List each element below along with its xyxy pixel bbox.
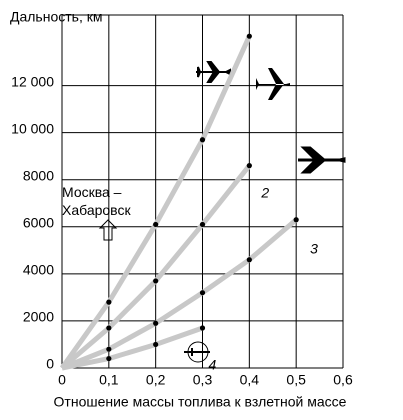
data-point xyxy=(293,217,299,223)
data-point xyxy=(106,299,112,305)
y-tick-label: 0 xyxy=(46,356,54,372)
y-tick-label: 10 000 xyxy=(11,120,54,136)
data-point xyxy=(246,33,252,39)
data-point xyxy=(199,221,206,228)
series-line xyxy=(61,325,204,371)
icon-plane-2 xyxy=(256,68,290,100)
data-point xyxy=(153,341,159,348)
annotation: Москва – Хабаровск xyxy=(62,184,131,218)
x-tick-label: 0,3 xyxy=(193,372,213,388)
y-tick-label: 4000 xyxy=(23,262,54,278)
data-point xyxy=(199,325,206,331)
data-point xyxy=(106,355,112,362)
x-tick-label: 0,1 xyxy=(99,372,119,388)
x-tick-label: 0 xyxy=(58,372,66,388)
x-tick-label: 0,2 xyxy=(146,372,166,388)
x-tick-label: 0,4 xyxy=(240,372,260,388)
arrow xyxy=(98,219,118,241)
data-point xyxy=(199,137,206,143)
y-tick-label: 6000 xyxy=(23,215,54,231)
series-label: 4 xyxy=(209,357,217,373)
data-point xyxy=(246,257,252,263)
data-point xyxy=(153,278,159,284)
y-tick-label: 8000 xyxy=(23,167,54,183)
y-tick-label: 2000 xyxy=(23,309,54,325)
data-point xyxy=(199,290,206,296)
series-line xyxy=(61,217,298,371)
annotation-line: Хабаровск xyxy=(62,202,131,218)
aircraft-icons xyxy=(98,61,346,363)
x-tick-label: 0,5 xyxy=(286,372,306,388)
data-point xyxy=(153,221,159,228)
data-point xyxy=(106,346,112,352)
icon-plane-1 xyxy=(196,61,231,83)
series-label: 2 xyxy=(260,184,269,200)
icon-plane-4 xyxy=(184,348,210,356)
data-point xyxy=(106,325,112,331)
annotation-line: Москва – xyxy=(62,184,122,200)
data-point xyxy=(246,163,252,169)
series-label: 3 xyxy=(310,240,318,256)
y-tick-label: 12 000 xyxy=(11,73,54,89)
x-axis-label: Отношение массы топлива к взлетной массе xyxy=(54,394,347,410)
x-tick-label: 0,6 xyxy=(333,372,353,388)
data-point xyxy=(153,320,159,326)
chart-title: Дальность, км xyxy=(10,9,102,25)
